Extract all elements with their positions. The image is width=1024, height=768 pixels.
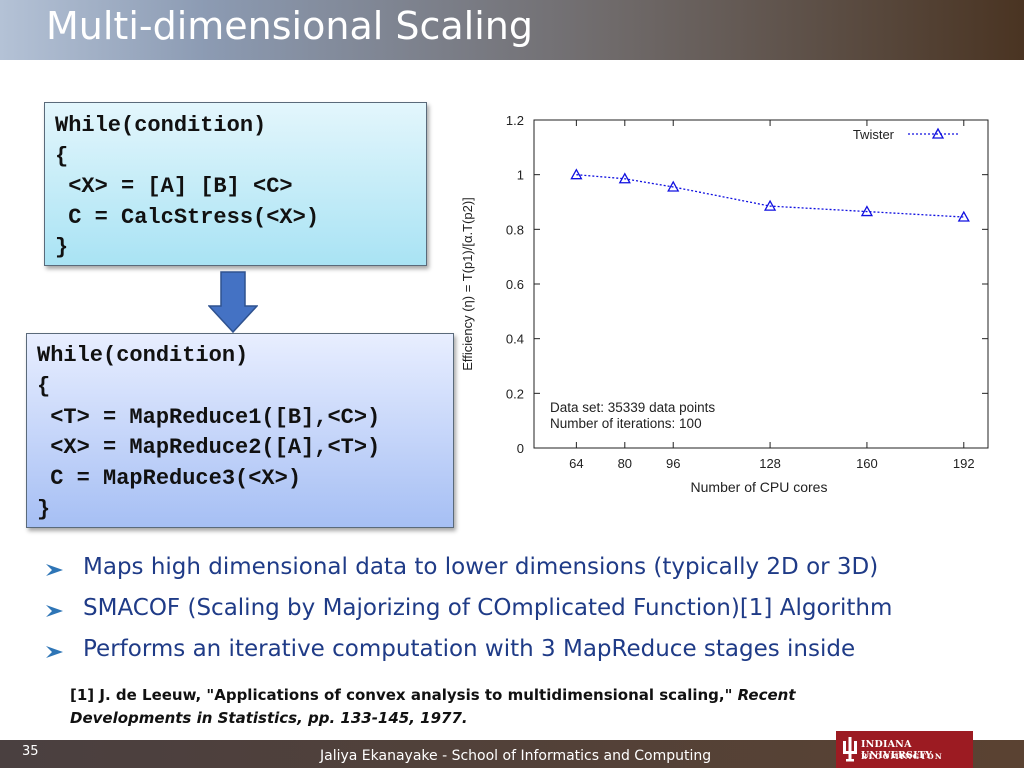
plot-frame xyxy=(533,119,989,449)
y-tick-label: 0.4 xyxy=(506,332,524,347)
chart-annotation: Number of iterations: 100 xyxy=(550,416,702,431)
reference-source: Recent Developments in Statistics, pp. 1… xyxy=(70,686,796,727)
x-tick-label: 80 xyxy=(618,456,632,471)
x-axis-label: Number of CPU cores xyxy=(691,479,828,495)
y-tick-label: 0.8 xyxy=(506,222,524,237)
x-tick-label: 160 xyxy=(856,456,878,471)
bullet-text: SMACOF (Scaling by Majorizing of COmplic… xyxy=(83,595,893,621)
code-line: While(condition) xyxy=(55,113,267,138)
data-point-marker xyxy=(618,172,631,184)
y-axis-label: Efficiency (η) = T(p1)/[α.T(p2)] xyxy=(460,197,475,371)
code-line: <T> = MapReduce1([B],<C>) xyxy=(37,404,381,430)
code-line: } xyxy=(37,496,51,522)
legend-marker xyxy=(931,127,945,139)
code-line: While(condition) xyxy=(37,343,249,368)
data-point-marker xyxy=(763,199,777,211)
code-line: <X> = MapReduce2([A],<T>) xyxy=(37,435,381,461)
data-point-marker xyxy=(667,180,680,192)
bullet-text: Maps high dimensional data to lower dime… xyxy=(83,554,879,580)
y-tick-label: 0.2 xyxy=(506,386,524,401)
series-line xyxy=(576,174,964,218)
university-logo: INDIANA UNIVERSITY BLOOMINGTON xyxy=(836,731,973,768)
chart-annotation: Data set: 35339 data points xyxy=(550,400,715,415)
y-tick-label: 1.2 xyxy=(506,113,524,128)
bullet-arrow-icon xyxy=(46,605,63,617)
bullet-arrow-icon xyxy=(46,564,63,576)
y-tick-label: 1 xyxy=(517,168,524,183)
data-point-marker xyxy=(957,210,970,222)
y-tick-label: 0.6 xyxy=(506,277,524,292)
code-line: C = CalcStress(<X>) xyxy=(55,204,320,230)
logo-line2: BLOOMINGTON xyxy=(861,752,943,761)
trident-icon xyxy=(843,737,857,762)
footer-text: Jaliya Ekanayake - School of Informatics… xyxy=(320,748,712,764)
code-line: C = MapReduce3(<X>) xyxy=(37,466,302,492)
bullet-arrow-icon xyxy=(46,646,63,658)
code-line: { xyxy=(37,373,51,399)
reference-citation: [1] J. de Leeuw, "Applications of convex… xyxy=(70,684,830,730)
mapreduce-code-box: While(condition) { <T> = MapReduce1([B],… xyxy=(26,333,454,528)
code-line: } xyxy=(55,235,69,260)
data-point-marker xyxy=(860,205,874,217)
reference-text: [1] J. de Leeuw, "Applications of convex… xyxy=(70,686,738,704)
x-tick-label: 96 xyxy=(666,456,680,471)
y-tick-label: 0 xyxy=(517,441,524,456)
logo-line1: INDIANA UNIVERSITY xyxy=(861,739,933,761)
code-line: <X> = [A] [B] <C> xyxy=(55,174,293,199)
efficiency-chart: 0 0.2 0.4 0.6 0.8 1 1.2 64 80 96 128 160 192 Number o… xyxy=(460,113,989,495)
sequential-code-box: While(condition) { <X> = [A] [B] <C> C =… xyxy=(44,102,427,266)
slide-number: 35 xyxy=(22,744,39,759)
x-tick-label: 128 xyxy=(759,456,781,471)
bullet-text: Performs an iterative computation with 3… xyxy=(83,636,856,662)
slide-title: Multi-dimensional Scaling xyxy=(46,4,533,48)
data-point-marker xyxy=(570,168,583,180)
code-line: { xyxy=(55,143,69,169)
x-tick-label: 192 xyxy=(953,456,975,471)
title-bar xyxy=(0,0,1024,60)
x-tick-label: 64 xyxy=(569,456,583,471)
down-arrow-icon xyxy=(208,271,258,334)
legend-label: Twister xyxy=(853,127,895,142)
